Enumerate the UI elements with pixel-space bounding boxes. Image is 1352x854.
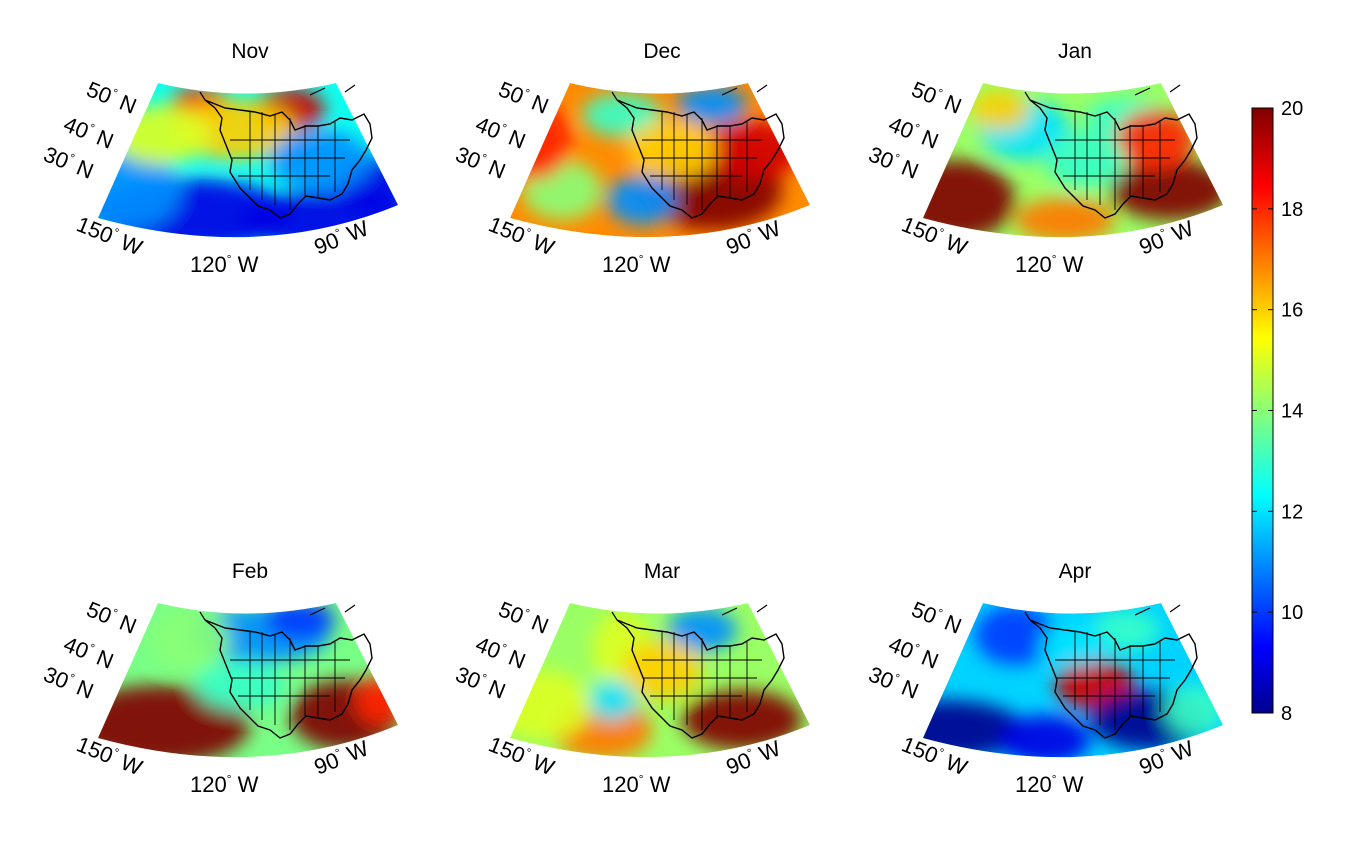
panel-title: Jan — [1058, 40, 1092, 63]
colorbar: 20 18 16 14 12 10 8 — [1251, 98, 1303, 725]
colorbar-tick-label: 16 — [1281, 300, 1303, 322]
panel-title: Dec — [643, 40, 680, 63]
map-panel-nov: Nov 50° N 40° N 30° N 150° W 120° W 90° … — [40, 40, 398, 277]
colorbar-tick-label: 14 — [1281, 401, 1303, 423]
lat-label-40: 40° N — [60, 631, 117, 673]
map-panel-apr: Apr 50° N 40° N 30° N 150° W 120° W 90° … — [865, 560, 1223, 797]
colorbar-tick-label: 18 — [1281, 199, 1303, 221]
lat-label-40: 40° N — [472, 111, 529, 153]
lat-label-50: 50° N — [83, 76, 140, 118]
map-outline — [199, 604, 373, 739]
lat-label-30: 30° N — [40, 141, 97, 183]
panel-title: Feb — [232, 560, 268, 583]
map-outline — [1024, 84, 1198, 219]
map-outline — [611, 604, 785, 739]
lat-label-30: 30° N — [452, 141, 509, 183]
map-panel-feb: Feb 50° N 40° N 30° N 150° W 120° W 90° … — [40, 560, 398, 797]
colorbar-tick-label: 8 — [1281, 703, 1292, 725]
lon-label-120: 120° W — [1015, 772, 1084, 797]
lat-label-30: 30° N — [865, 661, 922, 703]
lat-label-50: 50° N — [908, 76, 965, 118]
map-outline — [611, 84, 785, 219]
lat-label-50: 50° N — [495, 76, 552, 118]
lat-label-30: 30° N — [40, 661, 97, 703]
map-outline — [199, 84, 373, 219]
panel-title: Apr — [1059, 560, 1092, 583]
lat-label-40: 40° N — [885, 111, 942, 153]
lon-label-120: 120° W — [602, 772, 671, 797]
map-outline — [1024, 604, 1198, 739]
colorbar-tick-label: 12 — [1281, 501, 1303, 523]
colorbar-ticks: 20 18 16 14 12 10 8 — [1252, 98, 1303, 725]
lat-label-50: 50° N — [495, 596, 552, 638]
lat-label-30: 30° N — [865, 141, 922, 183]
lat-label-30: 30° N — [452, 661, 509, 703]
lon-label-120: 120° W — [1015, 252, 1084, 277]
lon-label-120: 120° W — [602, 252, 671, 277]
colorbar-tick-label: 10 — [1281, 602, 1303, 624]
lat-label-40: 40° N — [472, 631, 529, 673]
lon-label-120: 120° W — [190, 772, 259, 797]
lat-label-40: 40° N — [885, 631, 942, 673]
map-panel-dec: Dec 50° N 40° N 30° N 150° W 120° W 90° … — [452, 40, 810, 277]
map-panel-jan: Jan 50° N 40° N 30° N 150° W 120° W 90° … — [865, 40, 1223, 277]
map-panel-mar: Mar 50° N 40° N 30° N 150° W 120° W 90° … — [452, 560, 810, 797]
panel-title: Mar — [644, 560, 680, 583]
lon-label-120: 120° W — [190, 252, 259, 277]
colorbar-tick-label: 20 — [1281, 98, 1303, 120]
heatmap-field — [98, 603, 398, 758]
lat-label-50: 50° N — [83, 596, 140, 638]
lat-label-50: 50° N — [908, 596, 965, 638]
lat-label-40: 40° N — [60, 111, 117, 153]
panel-title: Nov — [231, 40, 269, 63]
